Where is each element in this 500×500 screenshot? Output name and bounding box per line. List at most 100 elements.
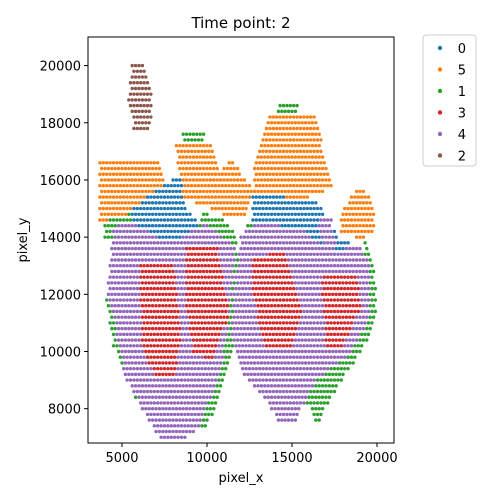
spot-cluster-1 xyxy=(317,384,321,388)
spot-cluster-3 xyxy=(266,269,270,274)
spot-cluster-3 xyxy=(164,281,168,285)
spot-cluster-5 xyxy=(235,212,240,216)
spot-cluster-5 xyxy=(360,229,364,234)
spot-cluster-4 xyxy=(224,332,228,337)
spot-cluster-5 xyxy=(222,201,226,205)
spot-cluster-4 xyxy=(139,355,143,359)
spot-cluster-3 xyxy=(157,292,162,297)
spot-cluster-4 xyxy=(365,304,369,308)
spot-cluster-0 xyxy=(263,212,267,216)
spot-cluster-0 xyxy=(312,218,316,222)
spot-cluster-4 xyxy=(166,435,170,439)
spot-cluster-5 xyxy=(122,206,126,211)
spot-cluster-4 xyxy=(118,309,123,314)
spot-cluster-0 xyxy=(336,241,340,245)
spot-cluster-0 xyxy=(149,218,153,222)
spot-cluster-4 xyxy=(259,349,264,354)
spot-cluster-5 xyxy=(280,132,284,136)
spot-cluster-5 xyxy=(101,218,106,222)
spot-cluster-4 xyxy=(269,406,274,411)
spot-cluster-1 xyxy=(200,218,204,222)
spot-cluster-4 xyxy=(324,235,328,239)
spot-cluster-4 xyxy=(281,229,286,234)
spot-cluster-3 xyxy=(331,281,335,285)
spot-cluster-5 xyxy=(229,201,233,205)
spot-cluster-4 xyxy=(142,252,146,256)
spot-cluster-4 xyxy=(130,361,134,365)
spot-cluster-3 xyxy=(200,309,204,314)
spot-cluster-4 xyxy=(213,355,218,359)
spot-cluster-4 xyxy=(139,241,143,245)
spot-cluster-3 xyxy=(327,338,332,342)
spot-cluster-4 xyxy=(281,241,286,245)
spot-cluster-3 xyxy=(176,309,180,314)
spot-cluster-0 xyxy=(144,224,148,228)
spot-cluster-2 xyxy=(137,75,141,79)
spot-cluster-4 xyxy=(135,241,139,245)
spot-cluster-5 xyxy=(263,143,267,148)
spot-cluster-4 xyxy=(130,281,134,285)
spot-cluster-4 xyxy=(173,252,177,256)
spot-cluster-4 xyxy=(309,309,313,314)
spot-cluster-4 xyxy=(227,241,231,245)
spot-cluster-3 xyxy=(174,326,179,331)
spot-cluster-4 xyxy=(341,258,345,262)
spot-cluster-4 xyxy=(125,252,129,256)
spot-cluster-5 xyxy=(280,178,284,182)
spot-cluster-0 xyxy=(154,212,158,216)
spot-cluster-4 xyxy=(111,275,116,279)
spot-cluster-4 xyxy=(242,292,247,297)
spot-cluster-5 xyxy=(292,115,296,119)
spot-cluster-5 xyxy=(268,138,272,142)
spot-cluster-3 xyxy=(269,281,274,285)
spot-cluster-5 xyxy=(133,201,138,205)
spot-cluster-3 xyxy=(142,275,146,279)
spot-cluster-4 xyxy=(307,349,311,354)
spot-cluster-4 xyxy=(123,372,128,377)
spot-cluster-4 xyxy=(174,281,179,285)
spot-cluster-3 xyxy=(276,304,281,308)
spot-cluster-5 xyxy=(305,149,309,154)
spot-cluster-3 xyxy=(356,298,360,302)
spot-cluster-1 xyxy=(365,326,369,331)
spot-cluster-4 xyxy=(356,275,360,279)
spot-cluster-4 xyxy=(300,269,304,274)
spot-cluster-3 xyxy=(278,344,282,348)
spot-cluster-4 xyxy=(144,361,148,365)
spot-cluster-4 xyxy=(133,292,138,297)
spot-cluster-3 xyxy=(190,252,194,256)
spot-cluster-0 xyxy=(183,218,187,222)
spot-cluster-3 xyxy=(164,349,168,354)
spot-cluster-4 xyxy=(307,326,311,331)
spot-cluster-4 xyxy=(293,269,298,274)
spot-cluster-4 xyxy=(208,372,213,377)
spot-cluster-4 xyxy=(314,246,318,251)
spot-cluster-4 xyxy=(349,252,354,256)
spot-cluster-5 xyxy=(297,166,301,171)
spot-cluster-1 xyxy=(115,344,119,348)
spot-cluster-4 xyxy=(361,269,366,274)
spot-cluster-3 xyxy=(159,344,163,348)
spot-cluster-5 xyxy=(139,195,143,199)
spot-cluster-3 xyxy=(142,344,146,348)
spot-cluster-4 xyxy=(181,418,185,422)
spot-cluster-3 xyxy=(210,321,214,325)
spot-cluster-5 xyxy=(356,218,360,222)
spot-cluster-0 xyxy=(178,189,182,194)
spot-cluster-0 xyxy=(276,201,281,205)
spot-cluster-5 xyxy=(261,172,265,176)
spot-cluster-1 xyxy=(370,298,374,302)
spot-cluster-4 xyxy=(159,401,163,405)
spot-cluster-4 xyxy=(162,389,167,394)
spot-cluster-3 xyxy=(157,304,162,308)
spot-cluster-5 xyxy=(288,183,292,188)
spot-cluster-4 xyxy=(230,321,235,325)
spot-cluster-5 xyxy=(288,126,292,131)
spot-cluster-3 xyxy=(339,309,343,314)
spot-cluster-4 xyxy=(178,406,182,411)
spot-cluster-2 xyxy=(137,86,141,91)
spot-cluster-5 xyxy=(198,178,202,182)
spot-cluster-5 xyxy=(261,138,265,142)
spot-cluster-5 xyxy=(217,183,221,188)
spot-cluster-3 xyxy=(256,292,260,297)
